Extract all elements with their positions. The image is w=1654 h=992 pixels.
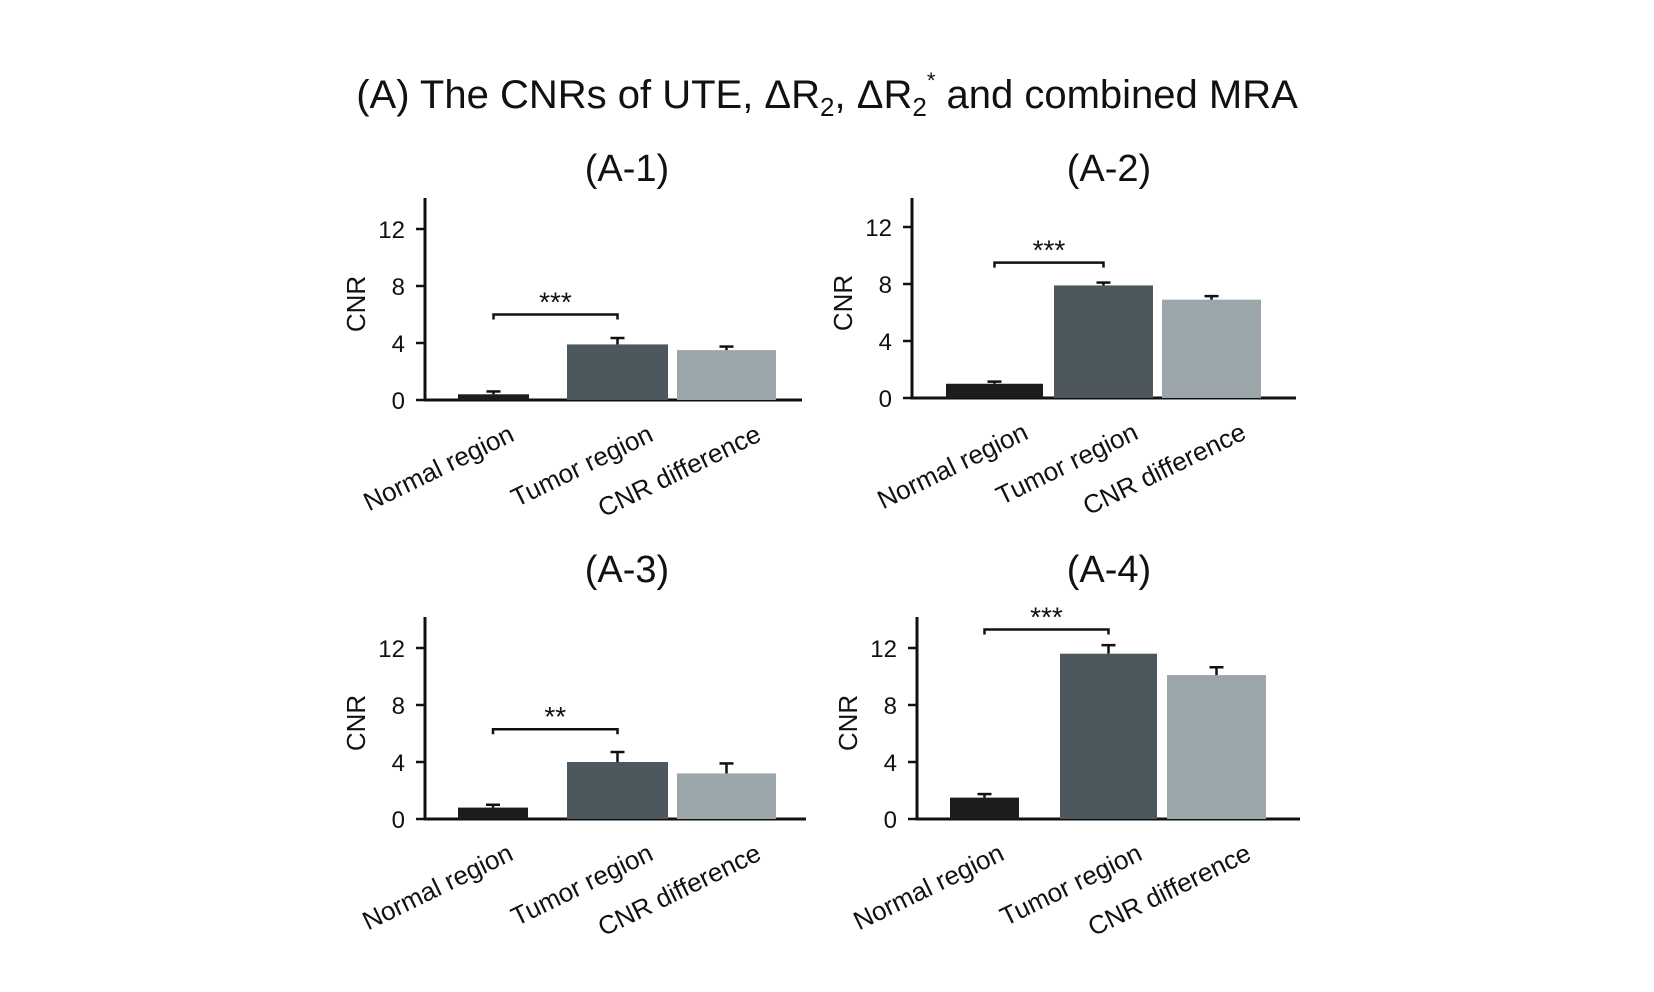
- category-label: Normal region: [848, 837, 1008, 936]
- y-tick-label: 8: [392, 274, 405, 301]
- category-label: Normal region: [357, 837, 517, 936]
- bar: [950, 797, 1019, 819]
- y-axis-label: CNR: [833, 695, 863, 751]
- bar: [458, 394, 529, 400]
- significance-bracket: [993, 261, 1105, 268]
- bar: [677, 350, 776, 400]
- bar: [946, 383, 1043, 398]
- category-label: Normal region: [358, 418, 518, 517]
- y-tick-label: 12: [865, 215, 892, 242]
- y-tick-label: 4: [884, 750, 897, 777]
- y-tick-label: 4: [879, 329, 892, 356]
- bar: [567, 762, 668, 819]
- panel-title: (A-2): [1067, 148, 1151, 190]
- bar: [458, 807, 528, 819]
- significance-label: ***: [539, 287, 572, 318]
- y-tick-label: 12: [378, 636, 405, 663]
- y-tick-label: 12: [378, 217, 405, 244]
- figure-title: (A) The CNRs of UTE, ΔR2, ΔR2* and combi…: [356, 68, 1298, 122]
- bar: [1060, 653, 1157, 819]
- bar: [1162, 299, 1261, 398]
- significance-label: **: [544, 701, 566, 732]
- bar: [677, 773, 776, 819]
- significance-bracket: [492, 313, 619, 320]
- panel-title: (A-3): [585, 549, 669, 591]
- y-tick-label: 0: [392, 807, 405, 834]
- y-tick-label: 0: [879, 386, 892, 413]
- bar: [1167, 675, 1266, 819]
- significance-label: ***: [1030, 601, 1063, 632]
- bar: [567, 344, 668, 400]
- y-tick-label: 8: [879, 272, 892, 299]
- y-tick-label: 12: [870, 636, 897, 663]
- y-tick-label: 4: [392, 331, 405, 358]
- panel-title: (A-4): [1067, 549, 1151, 591]
- significance-bracket: [491, 727, 619, 735]
- y-tick-label: 0: [392, 388, 405, 415]
- y-tick-label: 8: [392, 693, 405, 720]
- y-axis-label: CNR: [828, 275, 858, 331]
- y-axis-label: CNR: [341, 276, 371, 332]
- panel-title: (A-1): [585, 148, 669, 190]
- significance-bracket: [983, 628, 1110, 635]
- y-axis-label: CNR: [341, 695, 371, 751]
- y-tick-label: 4: [392, 750, 405, 777]
- y-tick-label: 8: [884, 693, 897, 720]
- significance-label: ***: [1033, 235, 1066, 266]
- bar: [1054, 285, 1153, 398]
- y-tick-label: 0: [884, 807, 897, 834]
